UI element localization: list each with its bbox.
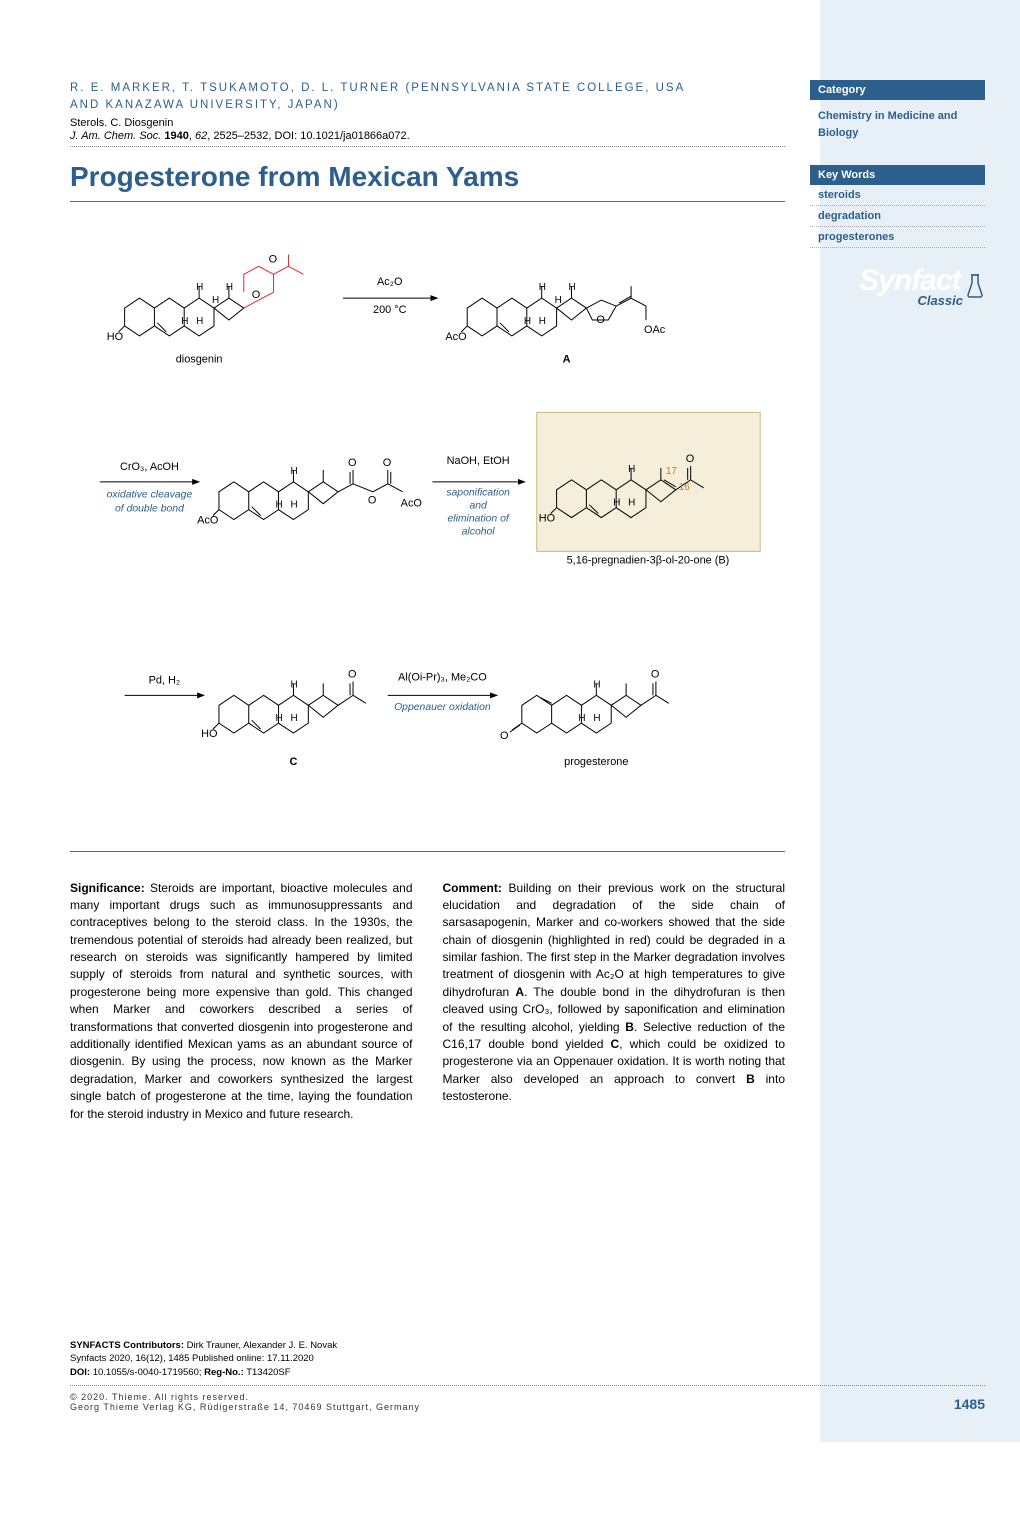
page-title: Progesterone from Mexican Yams (70, 161, 785, 193)
page-number: 1485 (954, 1396, 985, 1412)
svg-text:H: H (524, 315, 531, 326)
step1-reagent-b: 200 °C (373, 304, 407, 316)
svg-text:H: H (539, 315, 546, 326)
keyword-2: progesterones (810, 227, 985, 248)
svg-text:H: H (593, 713, 600, 724)
svg-text:H: H (628, 463, 635, 474)
significance-heading: Significance: (70, 881, 145, 895)
svg-text:H: H (578, 713, 585, 724)
svg-text:H: H (196, 315, 203, 326)
svg-text:O: O (686, 452, 694, 464)
svg-text:O: O (348, 668, 356, 680)
svg-text:H: H (555, 295, 562, 306)
compound-A-label: A (563, 353, 571, 365)
paper-subtitle: Sterols. C. Diosgenin (70, 117, 785, 129)
svg-text:elimination of: elimination of (447, 513, 509, 524)
journal-name: J. Am. Chem. Soc. (70, 130, 161, 142)
category-body: Chemistry in Medicine and Biology (810, 100, 985, 149)
svg-text:H: H (276, 499, 283, 510)
citation-year: 1940 (164, 130, 188, 142)
step2-name-2: of double bond (115, 503, 185, 514)
category-heading: Category (810, 80, 985, 100)
category-block: Category Chemistry in Medicine and Biolo… (810, 80, 985, 149)
title-underline (70, 201, 785, 202)
svg-text:HO: HO (201, 728, 217, 740)
progesterone-label: progesterone (564, 755, 628, 767)
comment-column: Comment: Building on their previous work… (443, 880, 786, 1123)
flask-icon (965, 273, 985, 299)
step2-name-1: oxidative cleavage (107, 489, 193, 500)
svg-text:H: H (290, 713, 297, 724)
citation: J. Am. Chem. Soc. 1940, 62, 2525–2532, D… (70, 130, 785, 142)
keywords-block: Key Words steroids degradation progester… (810, 165, 985, 248)
citation-pages: 2525–2532 (213, 130, 268, 142)
significance-text: Steroids are important, bioactive molecu… (70, 881, 413, 1121)
svg-text:HO: HO (107, 330, 123, 342)
reaction-scheme: O O H H H H H HO diosgenin Ac₂O 200 °C (70, 212, 785, 852)
svg-text:AcO: AcO (401, 497, 422, 509)
svg-text:AcO: AcO (197, 514, 218, 526)
svg-text:O: O (269, 253, 277, 265)
svg-text:H: H (226, 282, 233, 293)
header-divider (70, 146, 785, 147)
svg-text:OAc: OAc (644, 323, 666, 335)
svg-text:O: O (500, 730, 508, 742)
step5-name: Oppenauer oxidation (394, 702, 491, 713)
svg-text:and: and (469, 500, 488, 511)
diosgenin-label: diosgenin (176, 353, 223, 365)
step2-reagent: CrO₃, AcOH (120, 460, 179, 472)
citation-volume: 62 (195, 130, 207, 142)
citation-doi: DOI: 10.1021/ja01866a072. (275, 130, 410, 142)
synfact-logo: Synfact Classic (810, 264, 985, 308)
svg-text:H: H (628, 497, 635, 508)
svg-text:H: H (593, 679, 600, 690)
footer-divider (70, 1385, 985, 1386)
authors-line-2: AND KANAZAWA UNIVERSITY, JAPAN) (70, 97, 785, 114)
svg-text:H: H (290, 679, 297, 690)
svg-text:O: O (383, 456, 391, 468)
step5-reagent: Al(Oi-Pr)₃, Me₂CO (398, 671, 487, 683)
compound-C-label: C (289, 755, 297, 767)
svg-text:H: H (196, 282, 203, 293)
svg-text:H: H (569, 282, 576, 293)
svg-text:H: H (212, 295, 219, 306)
svg-text:H: H (539, 282, 546, 293)
step3-reagent: NaOH, EtOH (447, 454, 510, 466)
svg-text:H: H (276, 713, 283, 724)
comment-heading: Comment: (443, 881, 502, 895)
svg-text:O: O (348, 456, 356, 468)
svg-text:O: O (368, 494, 376, 506)
svg-text:H: H (290, 465, 297, 476)
svg-text:H: H (613, 497, 620, 508)
svg-text:16: 16 (679, 481, 691, 492)
step1-reagent-a: Ac₂O (377, 276, 402, 288)
keyword-0: steroids (810, 185, 985, 206)
keywords-heading: Key Words (810, 165, 985, 185)
svg-text:saponification: saponification (446, 487, 510, 498)
copyright: © 2020. Thieme. All rights reserved. Geo… (70, 1392, 985, 1412)
compound-B-label: 5,16-pregnadien-3β-ol-20-one (B) (567, 554, 730, 566)
keyword-1: degradation (810, 206, 985, 227)
authors-line-1: R. E. MARKER, T. TSUKAMOTO, D. L. TURNER… (70, 80, 785, 97)
svg-text:O: O (252, 289, 260, 301)
svg-text:H: H (290, 499, 297, 510)
svg-text:O: O (596, 313, 604, 325)
svg-text:O: O (651, 668, 659, 680)
svg-text:alcohol: alcohol (462, 526, 496, 537)
svg-text:17: 17 (666, 465, 678, 476)
svg-text:HO: HO (539, 512, 555, 524)
svg-text:H: H (181, 315, 188, 326)
step4-reagent: Pd, H₂ (149, 674, 181, 686)
significance-column: Significance: Steroids are important, bi… (70, 880, 413, 1123)
contributors: SYNFACTS Contributors: Dirk Trauner, Ale… (70, 1339, 985, 1379)
svg-text:AcO: AcO (445, 330, 466, 342)
